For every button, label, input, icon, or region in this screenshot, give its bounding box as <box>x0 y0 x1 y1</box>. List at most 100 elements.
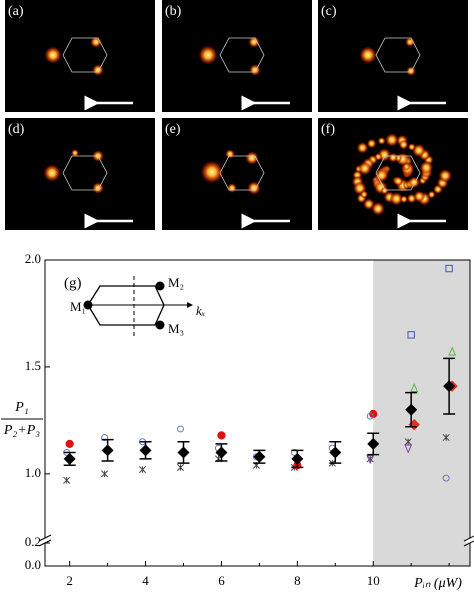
intensity-spot <box>90 36 102 48</box>
data-point <box>366 455 375 465</box>
data-point <box>404 438 412 446</box>
data-point <box>139 466 147 474</box>
hexagon-outline <box>375 155 421 191</box>
image-panel: (b) <box>162 0 312 112</box>
data-point <box>65 439 74 449</box>
x-tick-label: 8 <box>294 573 301 588</box>
axis-break-mark <box>463 540 474 547</box>
panel-label: (a) <box>8 4 24 19</box>
intensity-spot <box>366 138 377 149</box>
panel-background <box>5 118 155 230</box>
intensity-spot <box>419 160 434 175</box>
y-tick-label: 0.0 <box>25 557 41 572</box>
inset-label: M₁ <box>70 299 86 314</box>
intensity-spot <box>198 45 218 65</box>
y-label-denominator: P₂+P₃ <box>3 423 40 438</box>
inset-point <box>155 281 165 291</box>
mean-point <box>253 450 266 463</box>
intensity-spot <box>413 190 426 203</box>
intensity-spot <box>380 186 389 195</box>
x-tick-label: 6 <box>218 573 225 588</box>
mean-point <box>177 446 190 459</box>
y-label-numerator: P₁ <box>14 400 28 415</box>
panel-label: (e) <box>165 122 181 137</box>
intensity-spot <box>407 142 416 151</box>
intensity-spot <box>374 168 389 183</box>
intensity-spot <box>389 191 404 206</box>
intensity-spot <box>227 183 237 193</box>
intensity-spot <box>408 176 421 189</box>
y-tick-label: 2.0 <box>25 251 41 266</box>
intensity-spot <box>248 36 260 48</box>
intensity-spot <box>200 160 224 184</box>
data-point <box>407 331 415 339</box>
intensity-spot <box>249 64 261 76</box>
data-point <box>101 433 109 441</box>
data-point <box>101 470 109 478</box>
panel-background <box>162 0 312 112</box>
inset-point <box>83 300 93 310</box>
panel-label: (f) <box>321 122 335 137</box>
intensity-spot <box>388 152 399 163</box>
mean-point <box>443 380 456 393</box>
y-tick-label: 1.5 <box>25 358 41 373</box>
y-tick-label: 1.0 <box>25 465 41 480</box>
inset-label: M₃ <box>168 321 184 336</box>
intensity-spot <box>356 141 369 154</box>
inset-label: M₂ <box>168 275 184 290</box>
mean-point <box>329 446 342 459</box>
axis-break-mark <box>38 534 52 542</box>
intensity-spot <box>92 182 104 194</box>
intensity-spot <box>225 149 235 159</box>
hexagon-outline <box>62 37 108 73</box>
intensity-spot <box>398 139 409 150</box>
mean-point <box>215 446 228 459</box>
chart-label: (g) <box>64 275 82 291</box>
intensity-spot <box>245 151 259 165</box>
mean-point <box>367 437 380 450</box>
data-point <box>442 433 450 442</box>
intensity-spot <box>402 162 411 171</box>
y-tick-label: 0.2 <box>25 534 41 549</box>
panel-label: (c) <box>321 4 337 19</box>
hexagon-outline <box>62 155 108 191</box>
intensity-spot <box>92 64 104 76</box>
image-panel: (d) <box>5 118 155 230</box>
intensity-spot <box>399 195 408 204</box>
data-point <box>404 444 413 454</box>
hexagon-outline <box>375 37 421 73</box>
inset-label: kₓ <box>196 303 206 318</box>
plot-frame <box>44 259 471 567</box>
inset-point <box>155 320 165 330</box>
data-point <box>176 463 185 471</box>
data-point <box>366 455 374 463</box>
intensity-spot <box>359 46 377 64</box>
axis-break-gap <box>41 538 49 543</box>
data-point <box>63 476 71 484</box>
data-point <box>177 425 185 433</box>
mean-point <box>405 403 418 416</box>
panel-background <box>162 118 312 230</box>
x-tick-label: 4 <box>142 573 149 588</box>
panel-background <box>318 0 468 112</box>
data-point <box>366 412 374 420</box>
data-point <box>448 346 457 356</box>
data-point <box>442 474 450 482</box>
image-panel: (e) <box>162 118 312 230</box>
intensity-spot <box>406 66 416 76</box>
mean-point <box>291 452 304 465</box>
panel-background <box>5 0 155 112</box>
image-panel: (a) <box>5 0 155 112</box>
data-point <box>217 431 226 440</box>
intensity-spot <box>393 176 404 187</box>
axis-break-mark <box>463 535 474 542</box>
intensity-spot <box>71 149 79 157</box>
data-point <box>410 382 419 393</box>
hexagon-outline <box>219 37 265 73</box>
intensity-spot <box>357 161 372 176</box>
intensity-spot <box>371 201 386 216</box>
intensity-spot <box>438 168 453 183</box>
intensity-spot <box>427 190 436 199</box>
intensity-spot <box>384 132 399 147</box>
